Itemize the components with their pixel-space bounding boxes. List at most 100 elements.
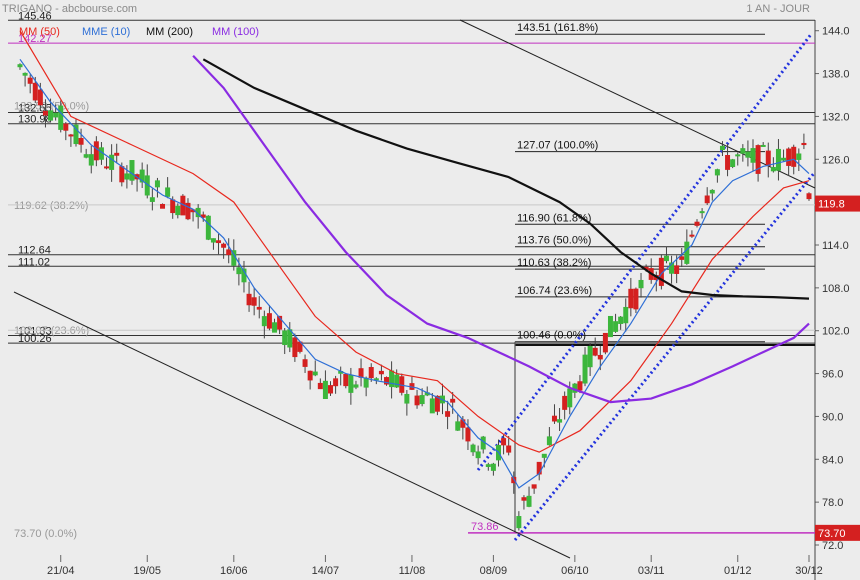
fib-left-label: 133.50 (50.0%)	[14, 101, 89, 113]
candle-body	[577, 381, 583, 391]
y-tick-label: 102.0	[822, 326, 850, 338]
candle-body	[312, 371, 318, 376]
fib-right-label: 116.90 (61.8%)	[517, 212, 591, 224]
candle-body	[618, 316, 624, 324]
y-tick-label: 132.0	[822, 111, 850, 123]
candle-body	[292, 337, 298, 358]
candle-body	[129, 160, 135, 181]
candle-body	[307, 370, 313, 381]
candle-body	[485, 464, 491, 467]
candle-body	[256, 306, 262, 310]
candle-body	[806, 193, 812, 200]
candle-body	[470, 444, 476, 453]
y-tick-label: 78.0	[822, 497, 843, 509]
low-label: 73.86	[471, 521, 499, 533]
candle-body	[261, 316, 267, 327]
candle-body	[170, 199, 176, 214]
candle-body	[302, 359, 308, 367]
candle-body	[699, 211, 705, 214]
candle-body	[333, 378, 339, 387]
series-line-mm-100-	[192, 54, 810, 404]
series-line-mm-50-	[19, 30, 810, 453]
candle-body	[531, 484, 537, 489]
candle-body	[37, 89, 43, 106]
legend-item: MM (50)	[19, 26, 60, 38]
candle-body	[781, 157, 787, 161]
candle-body	[200, 214, 206, 218]
candle-body	[557, 419, 563, 423]
candle-body	[358, 368, 364, 378]
candle-body	[109, 154, 115, 170]
level-label: 130.98	[18, 114, 52, 126]
level-label: 100.26	[18, 333, 52, 345]
fib-right-label: 127.07 (100.0%)	[517, 140, 598, 152]
candle-body	[602, 332, 608, 353]
y-tick-label: 90.0	[822, 411, 843, 423]
candle-body	[139, 169, 145, 183]
candle-body	[623, 306, 629, 324]
candle-body	[689, 234, 695, 237]
series-line-mme-10-	[19, 58, 810, 489]
candle-body	[328, 385, 334, 394]
candle-body	[521, 497, 527, 501]
fib-left-label: 119.62 (38.2%)	[14, 200, 88, 212]
candle-body	[450, 398, 456, 403]
candle-body	[719, 145, 725, 151]
level-label: 111.02	[18, 256, 50, 268]
y-tick-label: 108.0	[822, 283, 850, 295]
candle-body	[663, 255, 669, 262]
candle-body	[475, 451, 481, 459]
legend-item: MME (10)	[82, 26, 130, 38]
candle-body	[725, 154, 731, 170]
y-tick-label: 144.0	[822, 26, 850, 38]
candle-body	[592, 347, 598, 356]
candle-body	[78, 137, 84, 145]
plot-area	[8, 20, 815, 545]
candle-body	[516, 516, 522, 529]
candle-body	[119, 166, 125, 183]
candle-body	[755, 145, 761, 174]
candle-body	[353, 384, 359, 388]
candle-body	[205, 215, 211, 240]
level-label: 101.33	[18, 326, 52, 338]
last-price-tag: 119.8	[815, 195, 860, 212]
candle-body	[414, 395, 420, 406]
candle-body	[88, 154, 94, 166]
candle-body	[266, 313, 272, 329]
candle-body	[210, 238, 216, 243]
candle-body	[551, 415, 557, 422]
candle-body	[165, 187, 171, 197]
x-tick-label: 14/07	[312, 565, 340, 577]
candle-body	[104, 166, 110, 169]
fib-right-label: 143.51 (161.8%)	[517, 22, 598, 34]
candle-body	[796, 153, 802, 160]
candle-body	[53, 112, 59, 118]
candle-body	[394, 374, 400, 388]
candle-body	[149, 197, 155, 202]
last-price-box	[815, 195, 860, 212]
candle-body	[704, 195, 710, 204]
fib-right-label: 100.46 (0.0%)	[517, 330, 586, 342]
candle-body	[154, 180, 160, 188]
x-tick-label: 19/05	[133, 565, 161, 577]
candle-body	[322, 380, 328, 400]
candle-body	[68, 134, 74, 137]
candle-body	[317, 382, 323, 390]
candle-body	[770, 167, 776, 172]
candle-body	[32, 82, 38, 101]
candle-body	[597, 354, 603, 360]
candle-body	[272, 322, 278, 333]
candle-body	[378, 370, 384, 375]
candle-body	[455, 421, 461, 431]
candle-body	[679, 256, 685, 260]
low-price-box	[815, 524, 860, 541]
y-tick-label: 138.0	[822, 69, 850, 81]
candle-body	[277, 315, 283, 330]
candle-body	[73, 124, 79, 145]
candle-body	[429, 398, 435, 414]
candle-body	[587, 345, 593, 368]
candle-body	[546, 436, 552, 446]
candle-body	[282, 330, 288, 346]
uptrend-line-lower	[513, 171, 817, 541]
